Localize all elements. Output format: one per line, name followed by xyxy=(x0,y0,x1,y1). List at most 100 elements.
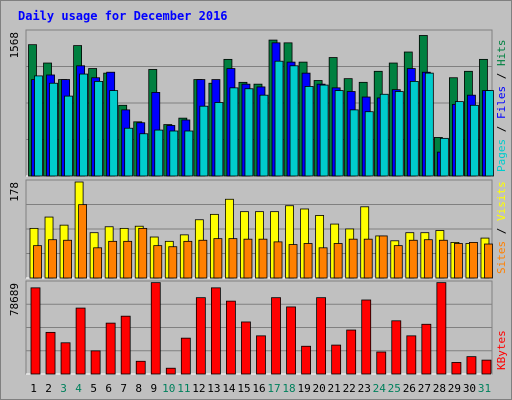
bar-pages-4 xyxy=(79,73,88,177)
bar-kbytes-24 xyxy=(376,351,387,375)
x-tick-label: 4 xyxy=(75,382,82,395)
bar-pages-30 xyxy=(470,104,479,177)
bar-sites-6 xyxy=(108,240,118,279)
bar-kbytes-28 xyxy=(436,282,447,375)
bar-sites-3 xyxy=(63,239,72,279)
bar-pages-31 xyxy=(485,90,494,177)
bar-kbytes-17 xyxy=(271,297,281,375)
bar-pages-22 xyxy=(349,109,359,177)
series-kbytes xyxy=(30,282,492,375)
bar-kbytes-14 xyxy=(226,300,236,375)
bar-pages-23 xyxy=(364,111,374,177)
legend-sites: Sites xyxy=(495,241,508,274)
bar-kbytes-9 xyxy=(150,282,161,375)
bar-pages-9 xyxy=(154,129,164,177)
chart-title: Daily usage for December 2016 xyxy=(18,9,228,23)
bar-sites-17 xyxy=(273,241,283,279)
bar-pages-20 xyxy=(319,84,329,177)
bar-pages-13 xyxy=(214,102,224,177)
bar-kbytes-8 xyxy=(135,360,146,375)
x-tick-label: 14 xyxy=(222,382,236,395)
bar-sites-29 xyxy=(453,243,463,279)
bar-kbytes-20 xyxy=(316,297,327,375)
bar-sites-16 xyxy=(258,238,268,279)
x-tick-label: 11 xyxy=(177,382,190,395)
bar-kbytes-12 xyxy=(195,297,206,375)
bar-kbytes-16 xyxy=(256,335,266,375)
series-sites xyxy=(33,204,493,279)
bar-pages-10 xyxy=(169,130,179,177)
bar-kbytes-22 xyxy=(346,329,357,375)
bar-kbytes-27 xyxy=(421,323,432,375)
bar-sites-4 xyxy=(78,204,87,279)
x-tick-label: 30 xyxy=(463,382,476,395)
bar-pages-25 xyxy=(394,91,404,177)
bar-kbytes-6 xyxy=(105,322,116,375)
x-tick-label: 9 xyxy=(150,382,157,395)
bar-kbytes-18 xyxy=(286,306,296,375)
bar-pages-12 xyxy=(199,105,209,177)
bar-sites-30 xyxy=(469,241,478,279)
legend-visits: Visits xyxy=(495,181,508,221)
x-tick-label: 22 xyxy=(343,382,356,395)
panel-max-label: 1568 xyxy=(8,32,21,59)
bar-pages-8 xyxy=(139,133,149,177)
x-tick-label: 13 xyxy=(207,382,220,395)
x-tick-label: 1 xyxy=(30,382,37,395)
bar-kbytes-15 xyxy=(241,321,251,375)
bar-sites-21 xyxy=(333,243,343,279)
panel-top: 1568 Pages / Files / Hits xyxy=(8,29,508,177)
x-tick-label: 2 xyxy=(45,382,52,395)
x-tick-label: 18 xyxy=(282,382,295,395)
bar-pages-27 xyxy=(424,72,434,177)
bar-sites-25 xyxy=(393,245,403,279)
bar-pages-15 xyxy=(244,88,254,177)
bar-kbytes-13 xyxy=(210,287,221,375)
panel-legend: Pages / Files / Hits xyxy=(495,40,508,173)
panel-max-label: 78689 xyxy=(8,283,21,316)
x-tick-label: 20 xyxy=(313,382,326,395)
bar-sites-14 xyxy=(228,238,238,279)
bar-pages-11 xyxy=(184,130,194,177)
bar-sites-31 xyxy=(484,243,493,279)
bar-sites-15 xyxy=(243,238,253,279)
bar-sites-24 xyxy=(378,235,388,279)
x-tick-label: 6 xyxy=(105,382,112,395)
bar-pages-6 xyxy=(109,90,119,177)
bar-kbytes-25 xyxy=(391,320,402,375)
legend-kbytes: KBytes xyxy=(495,330,508,370)
x-tick-label: 16 xyxy=(252,382,265,395)
x-tick-label: 23 xyxy=(358,382,371,395)
bar-kbytes-29 xyxy=(451,362,462,375)
x-tick-label: 24 xyxy=(373,382,387,395)
panel-middle: 178 Sites / Visits xyxy=(8,179,508,279)
panel-legend: Sites / Visits xyxy=(495,181,508,274)
legend-files: Files xyxy=(495,86,508,119)
x-tick-label: 8 xyxy=(135,382,142,395)
bar-kbytes-21 xyxy=(331,344,342,375)
bar-kbytes-11 xyxy=(180,337,191,375)
legend-pages: Pages xyxy=(495,139,508,172)
bar-pages-3 xyxy=(64,95,73,177)
legend-hits: Hits xyxy=(495,40,508,67)
x-tick-label: 31 xyxy=(478,382,491,395)
bar-kbytes-31 xyxy=(481,359,492,375)
bar-kbytes-19 xyxy=(301,345,311,375)
bar-sites-7 xyxy=(123,240,133,279)
x-tick-label: 5 xyxy=(90,382,97,395)
bar-pages-7 xyxy=(124,127,134,177)
panel-bottom: 78689 KBytes xyxy=(8,280,508,375)
bar-sites-12 xyxy=(198,239,208,279)
x-tick-label: 28 xyxy=(433,382,446,395)
bar-sites-23 xyxy=(363,238,373,279)
bar-pages-18 xyxy=(289,65,299,177)
legend-separator: / xyxy=(495,119,508,139)
panel-max-label: 178 xyxy=(8,182,21,202)
bar-pages-21 xyxy=(334,90,344,177)
bar-sites-2 xyxy=(48,239,57,279)
x-tick-label: 26 xyxy=(403,382,416,395)
bar-pages-24 xyxy=(379,93,389,177)
bar-kbytes-26 xyxy=(406,335,417,375)
x-tick-label: 10 xyxy=(162,382,175,395)
